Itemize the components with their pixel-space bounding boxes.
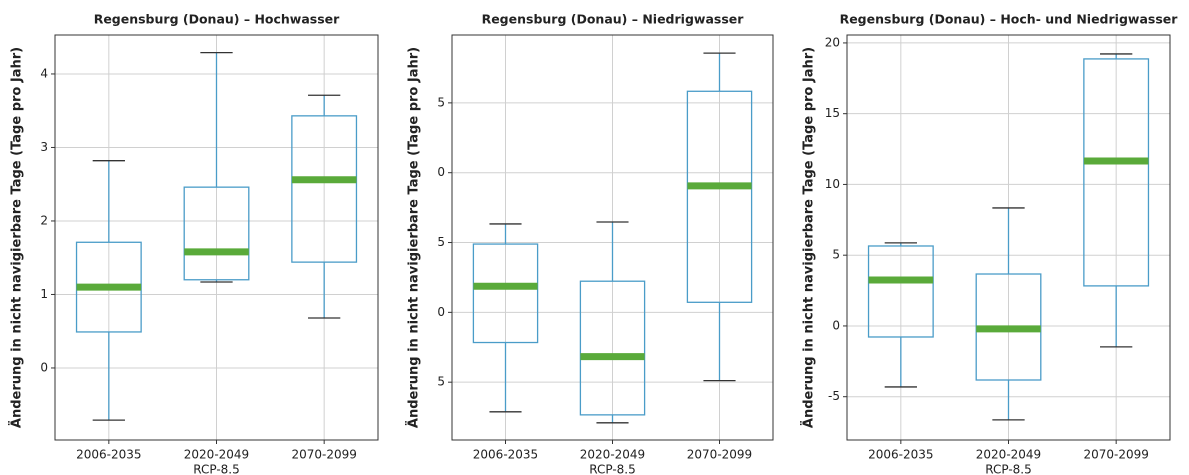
y-tick-label: 15 <box>825 106 840 120</box>
y-tick-label: 5 <box>832 248 840 262</box>
chart-title: Regensburg (Donau) – Niedrigwasser <box>482 12 745 27</box>
y-tick-label: 4 <box>40 66 48 80</box>
x-axis-label: RCP-8.5 <box>589 463 636 475</box>
x-tick-label: 2020-2049 <box>184 448 249 462</box>
x-tick-label: 2006-2035 <box>473 448 538 462</box>
y-tick-label: 5 <box>437 95 445 109</box>
y-axis-label: Änderung in nicht navigierbare Tage (Tag… <box>9 47 25 428</box>
y-axis-label: Änderung in nicht navigierbare Tage (Tag… <box>801 47 817 428</box>
box <box>579 280 646 416</box>
x-axis-label: RCP-8.5 <box>985 463 1032 475</box>
chart-panel: Regensburg (Donau) – Niedrigwasser Änderu… <box>406 12 774 475</box>
y-tick-label: 5 <box>437 235 445 249</box>
y-axis-label: Änderung in nicht navigierbare Tage (Tag… <box>406 47 422 428</box>
x-tick-label: 2006-2035 <box>868 448 933 462</box>
plot-frame <box>54 34 379 441</box>
y-tick-label: 20 <box>825 35 840 49</box>
y-tick-label: -5 <box>828 389 840 403</box>
chart-panel: Regensburg (Donau) – Hoch- und Niedrigwa… <box>801 12 1179 475</box>
chart-panel: Regensburg (Donau) – Hochwasser Änderung … <box>9 12 379 475</box>
y-tick-label: 3 <box>40 140 48 154</box>
x-tick-label: 2006-2035 <box>76 448 141 462</box>
box <box>686 90 753 303</box>
x-tick-label: 2070-2099 <box>1083 448 1148 462</box>
box <box>867 245 934 338</box>
box <box>1083 58 1150 287</box>
x-tick-label: 2070-2099 <box>291 448 356 462</box>
x-tick-label: 2070-2099 <box>687 448 752 462</box>
chart-title: Regensburg (Donau) – Hochwasser <box>94 12 340 27</box>
x-tick-label: 2020-2049 <box>976 448 1041 462</box>
y-tick-label: 5 <box>437 375 445 389</box>
y-tick-label: 10 <box>825 177 840 191</box>
y-tick-label: 0 <box>40 360 48 374</box>
x-axis-label: RCP-8.5 <box>193 463 240 475</box>
y-tick-label: 1 <box>40 287 48 301</box>
chart-title: Regensburg (Donau) – Hoch- und Niedrigwa… <box>840 12 1179 27</box>
y-tick-label: 2 <box>40 213 48 227</box>
y-tick-label: 0 <box>437 305 445 319</box>
y-tick-label: 0 <box>437 165 445 179</box>
x-tick-label: 2020-2049 <box>580 448 645 462</box>
plot-frame <box>846 34 1171 441</box>
y-tick-label: 0 <box>832 318 840 332</box>
box <box>183 186 250 281</box>
box <box>472 243 539 344</box>
plot-frame <box>451 34 774 441</box>
box <box>291 115 358 263</box>
